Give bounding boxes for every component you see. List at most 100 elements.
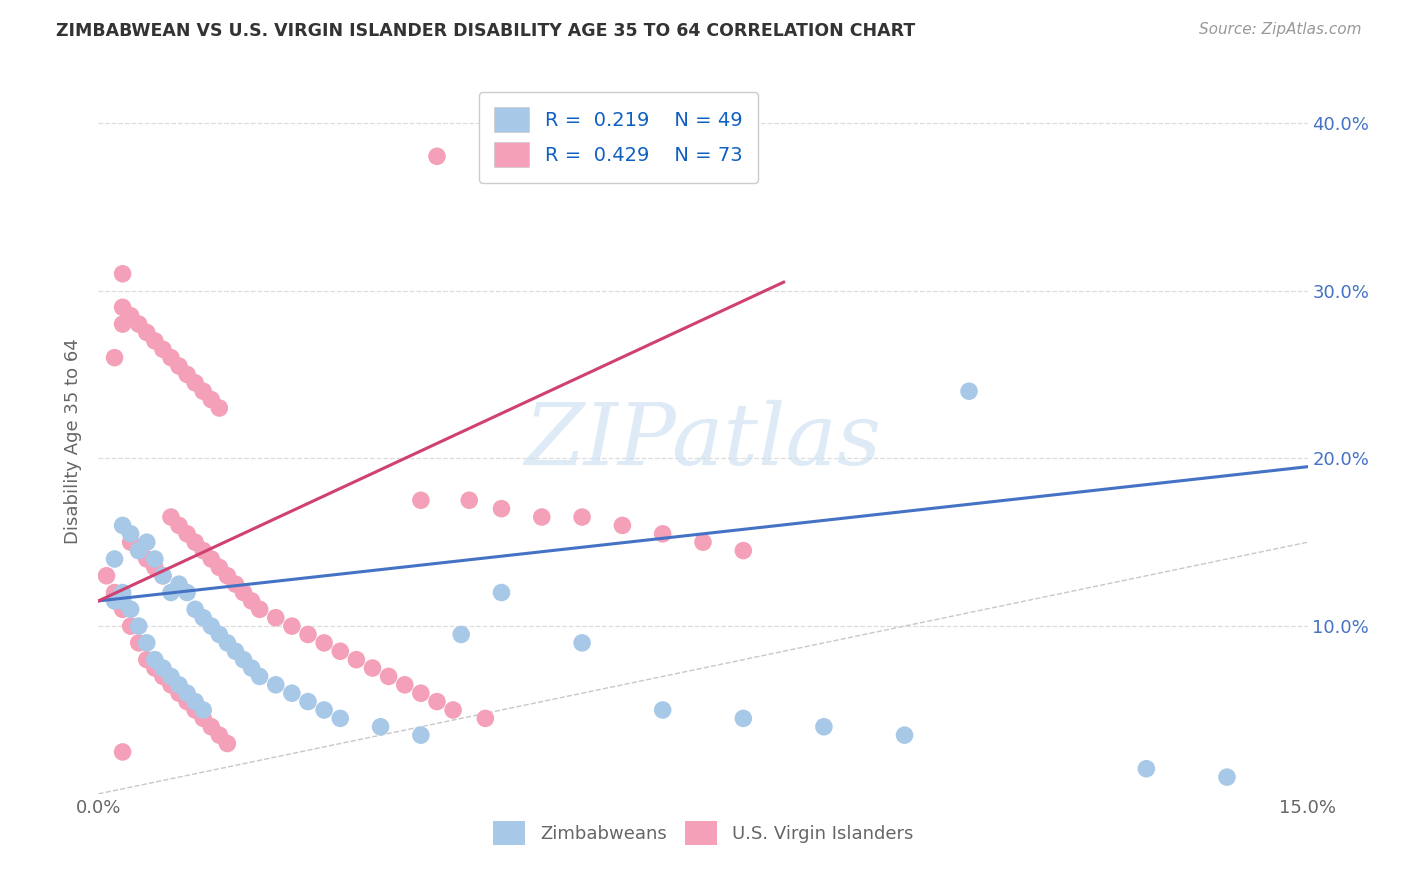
- Point: [193, 384, 215, 399]
- Point: [264, 678, 287, 692]
- Point: [458, 493, 481, 508]
- Point: [143, 334, 166, 348]
- Point: [128, 543, 150, 558]
- Point: [143, 552, 166, 566]
- Point: [441, 703, 464, 717]
- Point: [103, 351, 125, 365]
- Text: Source: ZipAtlas.com: Source: ZipAtlas.com: [1198, 22, 1361, 37]
- Point: [111, 602, 134, 616]
- Point: [184, 703, 207, 717]
- Point: [184, 535, 207, 549]
- Point: [128, 619, 150, 633]
- Point: [329, 711, 352, 725]
- Point: [152, 669, 174, 683]
- Point: [651, 703, 673, 717]
- Point: [167, 678, 190, 692]
- Point: [103, 585, 125, 599]
- Point: [240, 661, 263, 675]
- Point: [135, 535, 157, 549]
- Point: [111, 585, 134, 599]
- Point: [409, 728, 432, 742]
- Point: [160, 585, 183, 599]
- Point: [128, 636, 150, 650]
- Point: [208, 627, 231, 641]
- Point: [135, 552, 157, 566]
- Point: [232, 653, 254, 667]
- Point: [733, 543, 755, 558]
- Point: [329, 644, 352, 658]
- Point: [426, 149, 449, 163]
- Point: [128, 317, 150, 331]
- Point: [217, 636, 239, 650]
- Point: [409, 686, 432, 700]
- Y-axis label: Disability Age 35 to 64: Disability Age 35 to 64: [65, 339, 83, 544]
- Point: [152, 343, 174, 357]
- Point: [377, 669, 399, 683]
- Point: [193, 703, 215, 717]
- Point: [184, 695, 207, 709]
- Point: [143, 661, 166, 675]
- Point: [224, 577, 246, 591]
- Point: [450, 627, 472, 641]
- Point: [176, 585, 198, 599]
- Point: [200, 392, 222, 407]
- Point: [120, 602, 142, 616]
- Point: [200, 720, 222, 734]
- Point: [692, 535, 714, 549]
- Point: [128, 543, 150, 558]
- Point: [176, 368, 198, 382]
- Point: [152, 568, 174, 582]
- Point: [193, 611, 215, 625]
- Point: [111, 301, 134, 315]
- Point: [297, 627, 319, 641]
- Point: [200, 552, 222, 566]
- Point: [297, 695, 319, 709]
- Point: [135, 326, 157, 340]
- Point: [120, 309, 142, 323]
- Text: ZIPatlas: ZIPatlas: [524, 401, 882, 483]
- Point: [1216, 770, 1239, 784]
- Point: [103, 594, 125, 608]
- Point: [176, 526, 198, 541]
- Point: [957, 384, 980, 399]
- Point: [491, 501, 513, 516]
- Point: [281, 686, 304, 700]
- Point: [314, 636, 336, 650]
- Point: [249, 602, 271, 616]
- Point: [651, 526, 673, 541]
- Point: [160, 510, 183, 524]
- Point: [167, 577, 190, 591]
- Point: [135, 653, 157, 667]
- Point: [103, 552, 125, 566]
- Point: [143, 560, 166, 574]
- Point: [176, 686, 198, 700]
- Point: [111, 518, 134, 533]
- Point: [143, 653, 166, 667]
- Point: [208, 728, 231, 742]
- Point: [281, 619, 304, 633]
- Point: [571, 510, 593, 524]
- Point: [232, 585, 254, 599]
- Point: [264, 611, 287, 625]
- Point: [160, 678, 183, 692]
- Point: [571, 636, 593, 650]
- Point: [394, 678, 416, 692]
- Point: [208, 560, 231, 574]
- Point: [120, 619, 142, 633]
- Point: [193, 711, 215, 725]
- Point: [240, 594, 263, 608]
- Point: [217, 737, 239, 751]
- Point: [893, 728, 915, 742]
- Point: [167, 359, 190, 373]
- Point: [200, 619, 222, 633]
- Point: [152, 661, 174, 675]
- Point: [217, 568, 239, 582]
- Point: [370, 720, 392, 734]
- Point: [314, 703, 336, 717]
- Point: [167, 686, 190, 700]
- Point: [344, 653, 367, 667]
- Point: [813, 720, 835, 734]
- Point: [426, 695, 449, 709]
- Legend: Zimbabweans, U.S. Virgin Islanders: Zimbabweans, U.S. Virgin Islanders: [485, 814, 921, 852]
- Point: [184, 376, 207, 390]
